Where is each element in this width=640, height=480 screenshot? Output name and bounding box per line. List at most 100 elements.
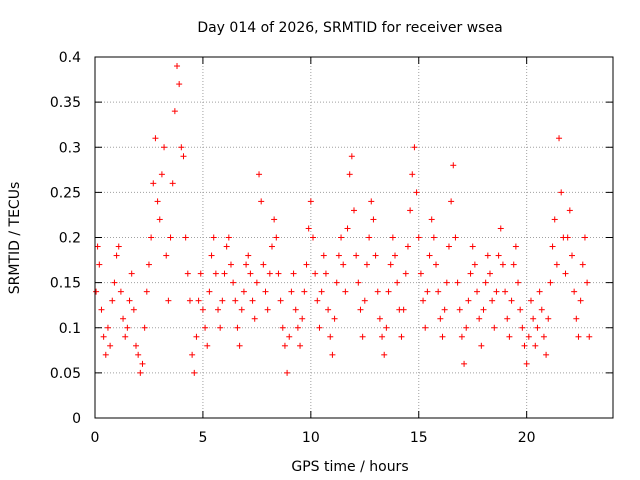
data-point [430, 234, 437, 241]
data-point [301, 288, 308, 295]
data-point [264, 306, 271, 313]
data-point [389, 234, 396, 241]
data-point [113, 252, 120, 259]
data-point [471, 261, 478, 268]
data-point [335, 252, 342, 259]
data-point [225, 234, 232, 241]
data-point [208, 252, 215, 259]
data-point [139, 360, 146, 367]
data-point [527, 297, 534, 304]
data-point [458, 333, 465, 340]
data-point [202, 324, 209, 331]
data-point [307, 198, 314, 205]
data-point [387, 261, 394, 268]
data-point [331, 315, 338, 322]
data-point [409, 171, 416, 178]
data-point [215, 306, 222, 313]
y-tick-label: 0.3 [59, 140, 81, 156]
chart-title: Day 014 of 2026, SRMTID for receiver wse… [197, 20, 502, 36]
data-point [141, 324, 148, 331]
data-point [240, 288, 247, 295]
data-point [525, 333, 532, 340]
y-tick-label: 0.1 [59, 321, 81, 337]
data-point [227, 261, 234, 268]
data-point [348, 153, 355, 160]
data-point [247, 270, 254, 277]
data-point [325, 306, 332, 313]
data-point [404, 243, 411, 250]
data-point [551, 216, 558, 223]
data-point [346, 171, 353, 178]
data-point [374, 288, 381, 295]
data-point [586, 333, 593, 340]
data-point [495, 252, 502, 259]
data-point [210, 234, 217, 241]
data-point [530, 315, 537, 322]
data-point [249, 297, 256, 304]
data-point [532, 342, 539, 349]
data-point [171, 108, 178, 115]
grid [95, 57, 613, 418]
data-point [133, 342, 140, 349]
data-point [450, 162, 457, 169]
data-point [266, 270, 273, 277]
data-point [340, 261, 347, 268]
data-point [519, 324, 526, 331]
data-point [182, 234, 189, 241]
data-point [256, 171, 263, 178]
data-point [163, 252, 170, 259]
data-point [413, 189, 420, 196]
data-point [258, 198, 265, 205]
data-point [111, 279, 118, 286]
data-point [329, 351, 336, 358]
data-point [290, 270, 297, 277]
data-point [286, 333, 293, 340]
data-point [305, 225, 312, 232]
data-point [152, 135, 159, 142]
data-point [167, 234, 174, 241]
data-point [176, 81, 183, 88]
data-point [433, 261, 440, 268]
data-point [448, 198, 455, 205]
data-point [154, 198, 161, 205]
data-point [275, 270, 282, 277]
data-point [230, 279, 237, 286]
data-point [212, 270, 219, 277]
data-point [543, 351, 550, 358]
data-point [372, 252, 379, 259]
data-point [126, 297, 133, 304]
data-point [109, 297, 116, 304]
data-point [273, 234, 280, 241]
data-point [178, 144, 185, 151]
data-points [93, 63, 593, 376]
data-point [428, 216, 435, 223]
data-point [452, 234, 459, 241]
data-point [312, 270, 319, 277]
data-point [104, 324, 111, 331]
data-point [243, 261, 250, 268]
data-point [545, 315, 552, 322]
data-point [497, 225, 504, 232]
data-point [398, 333, 405, 340]
data-point [169, 180, 176, 187]
data-point [515, 279, 522, 286]
data-point [568, 252, 575, 259]
data-point [424, 288, 431, 295]
y-tick-label: 0.2 [59, 231, 81, 247]
data-point [292, 306, 299, 313]
data-point [342, 288, 349, 295]
data-point [206, 288, 213, 295]
y-tick-label: 0.25 [50, 185, 81, 201]
data-point [245, 252, 252, 259]
data-point [102, 351, 109, 358]
data-point [439, 333, 446, 340]
data-point [128, 270, 135, 277]
data-point [454, 279, 461, 286]
data-point [327, 333, 334, 340]
data-point [93, 288, 100, 295]
data-point [186, 297, 193, 304]
data-point [148, 234, 155, 241]
data-point [575, 333, 582, 340]
y-tick-label: 0.15 [50, 276, 81, 292]
data-point [517, 306, 524, 313]
